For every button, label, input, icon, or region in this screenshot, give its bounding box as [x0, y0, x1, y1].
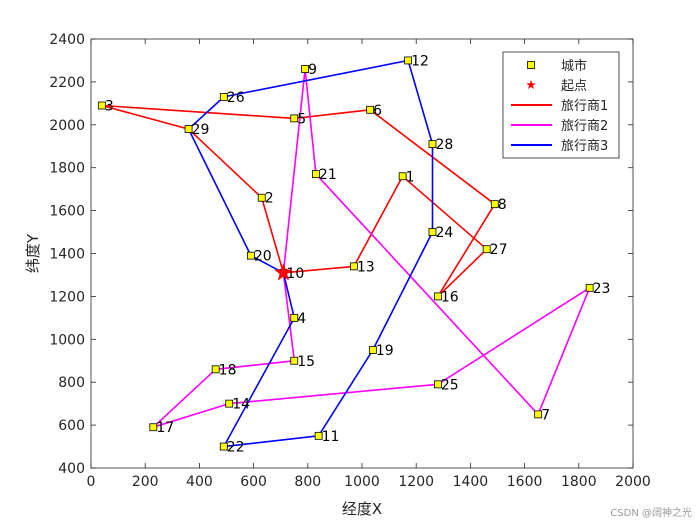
city-marker: [534, 410, 543, 419]
city-label: 16: [441, 289, 459, 305]
y-tick-label: 600: [58, 418, 85, 434]
city-label: 11: [322, 429, 340, 445]
city-marker: [585, 283, 594, 292]
city-marker: [184, 125, 193, 133]
city-label: 26: [227, 90, 245, 106]
city-marker: [257, 193, 266, 202]
y-tick-label: 1400: [49, 247, 85, 263]
y-tick-label: 1800: [49, 161, 85, 177]
y-tick-label: 2200: [49, 75, 85, 91]
legend-label: 旅行商2: [561, 119, 608, 134]
start-star-marker: [274, 263, 293, 281]
city-marker: [404, 56, 412, 65]
city-label: 29: [192, 122, 210, 138]
city-marker: [312, 170, 320, 179]
x-axis-label: 经度X: [342, 500, 382, 518]
city-marker: [490, 200, 499, 209]
city-label: 24: [435, 225, 453, 241]
city-marker: [314, 431, 323, 440]
x-tick-label: 0: [87, 474, 96, 490]
y-tick-label: 1200: [49, 289, 85, 305]
legend-label: 起点: [561, 79, 587, 94]
x-tick-label: 800: [294, 474, 321, 490]
city-marker: [433, 292, 442, 301]
legend-label: 旅行商1: [561, 99, 608, 114]
x-tick-label: 2000: [615, 474, 651, 490]
city-label: 12: [411, 53, 429, 69]
city-marker: [482, 245, 491, 254]
city-label: 3: [105, 98, 114, 114]
city-label: 17: [156, 420, 174, 436]
city-marker: [211, 365, 220, 374]
y-tick-label: 2000: [49, 118, 85, 134]
city-marker: [428, 228, 437, 236]
x-tick-label: 600: [240, 474, 267, 490]
city-label: 27: [490, 242, 508, 258]
city-label: 7: [541, 407, 550, 423]
city-label: 15: [297, 354, 315, 370]
city-marker: [433, 380, 442, 389]
watermark: CSDN @阔神之光: [610, 508, 692, 519]
x-tick-label: 1200: [398, 474, 434, 490]
x-tick-label: 1800: [561, 474, 597, 490]
city-label: 19: [376, 343, 394, 359]
y-axis-label: 纬度Y: [24, 233, 42, 273]
city-marker: [290, 313, 299, 322]
city-marker: [349, 262, 358, 271]
city-label: 21: [319, 167, 337, 183]
city-marker: [366, 105, 375, 114]
city-marker: [368, 346, 377, 354]
x-tick-label: 200: [132, 474, 159, 490]
y-tick-label: 400: [58, 461, 85, 477]
y-tick-label: 1600: [49, 204, 85, 220]
city-marker: [219, 93, 228, 101]
x-tick-label: 1600: [507, 474, 543, 490]
city-label: 20: [254, 249, 272, 265]
city-label: 6: [373, 103, 382, 119]
city-marker: [246, 251, 255, 260]
city-label: 9: [308, 62, 317, 78]
city-marker: [301, 65, 309, 73]
city-label: 1: [406, 169, 415, 185]
city-marker: [290, 114, 299, 123]
city-label: 14: [232, 397, 250, 413]
legend-marker-city: [527, 61, 535, 69]
city-label: 28: [435, 137, 453, 153]
city-label: 5: [297, 111, 306, 127]
legend-label: 城市: [561, 58, 587, 74]
city-label: 2: [265, 191, 274, 207]
y-tick-label: 800: [58, 375, 85, 391]
city-marker: [290, 356, 299, 365]
x-tick-label: 1000: [344, 474, 380, 490]
city-label: 23: [593, 281, 611, 297]
route-3: [187, 59, 434, 448]
city-marker: [225, 399, 234, 408]
legend-label: 旅行商3: [561, 139, 608, 154]
city-marker: [149, 423, 158, 432]
x-tick-label: 400: [186, 474, 213, 490]
legend-marker-start: [526, 79, 536, 90]
city-label: 25: [441, 377, 459, 393]
y-tick-label: 1000: [49, 332, 85, 348]
city-marker: [398, 172, 407, 181]
x-tick-label: 1400: [453, 474, 489, 490]
city-label: 8: [498, 197, 507, 213]
city-marker: [97, 101, 106, 110]
city-label: 10: [286, 266, 304, 282]
city-label: 4: [297, 311, 306, 327]
city-label: 18: [219, 362, 237, 378]
city-label: 22: [227, 440, 245, 456]
city-label: 13: [357, 259, 375, 275]
city-marker: [428, 140, 437, 149]
y-tick-label: 2400: [49, 32, 85, 48]
city-marker: [219, 442, 228, 451]
